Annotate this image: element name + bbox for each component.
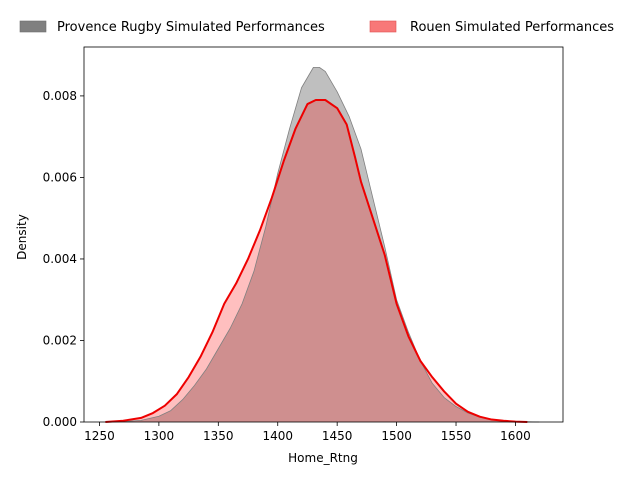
x-tick-label: 1600 (500, 429, 531, 443)
axes-layer: 1250 1300 1350 1400 1450 1500 1550 1600 0.000 0.0… (43, 46, 564, 443)
legend-label-rouen: Rouen Simulated Performances (410, 20, 614, 35)
x-tick-label: 1350 (203, 429, 234, 443)
x-tick-label: 1500 (381, 429, 412, 443)
y-axis-label: Density (15, 214, 29, 260)
plot-frame (83, 46, 564, 423)
legend-swatch-provence (19, 20, 47, 33)
y-tick-label: 0.000 (43, 415, 77, 429)
legend: Provence Rugby Simulated Performances Ro… (19, 20, 614, 35)
series-layer (105, 66, 540, 423)
x-tick-label: 1250 (84, 429, 115, 443)
x-tick-label: 1550 (441, 429, 472, 443)
y-tick-label: 0.008 (43, 89, 77, 103)
x-tick-label: 1400 (262, 429, 293, 443)
density-line-series-2 (105, 98, 528, 423)
x-axis-label: Home_Rtng (288, 451, 358, 465)
density-area-series-1 (105, 67, 540, 422)
x-tick-label: 1300 (144, 429, 175, 443)
density-area-series-2 (105, 99, 528, 423)
x-tick-label: 1450 (322, 429, 353, 443)
legend-label-provence: Provence Rugby Simulated Performances (57, 20, 325, 35)
y-tick-label: 0.004 (43, 252, 77, 266)
density-line-series-1 (105, 66, 540, 423)
legend-swatch-rouen (369, 20, 397, 33)
y-tick-label: 0.002 (43, 333, 77, 347)
y-tick-label: 0.006 (43, 170, 77, 184)
